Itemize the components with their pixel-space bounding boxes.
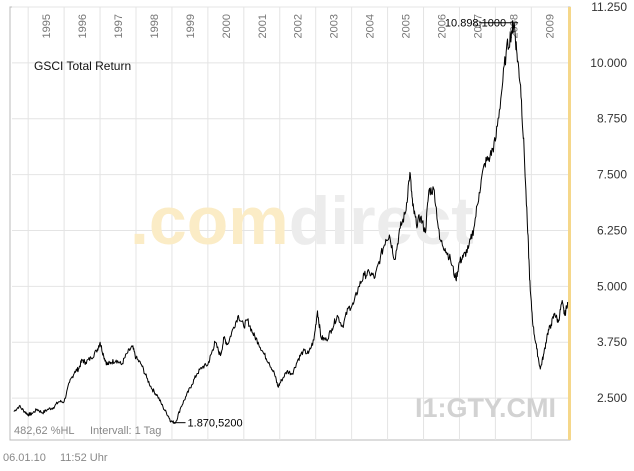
time-label: 11:52 Uhr — [60, 452, 108, 464]
y-tick-label-7: 2.500 — [597, 391, 627, 405]
y-tick-label-3: 7.500 — [597, 168, 627, 182]
y-tick-label-1: 10.000 — [590, 56, 627, 70]
x-tick-label-1998: 1998 — [149, 14, 161, 38]
instrument-symbol: I1:GTY.CMI — [415, 393, 556, 423]
x-tick-label-2005: 2005 — [401, 14, 413, 38]
min-value-label: 1.870,5200 — [188, 418, 243, 430]
price-series-line — [13, 20, 569, 424]
right-axis-bar — [568, 7, 571, 440]
x-tick-label-1996: 1996 — [77, 14, 89, 38]
x-tick-label-2009: 2009 — [544, 14, 556, 38]
x-tick-label-2001: 2001 — [257, 14, 269, 38]
vertical-grid — [27, 7, 532, 440]
horizontal-grid — [12, 6, 568, 399]
x-tick-label-2006: 2006 — [436, 14, 448, 38]
y-tick-label-4: 6.250 — [597, 223, 627, 237]
max-annotation: 10.898,1000 — [445, 18, 519, 30]
performance-label: 482,62 %HL — [14, 425, 75, 437]
y-tick-label-5: 5.000 — [597, 279, 627, 293]
watermark-part-com: .com — [130, 183, 289, 259]
min-annotation: 1.870,5200 — [172, 418, 243, 430]
y-tick-label-2: 8.750 — [597, 112, 627, 126]
chart-title: GSCI Total Return — [34, 59, 131, 73]
watermark-part-direct: direct — [289, 183, 474, 259]
x-tick-label-2000: 2000 — [221, 14, 233, 38]
x-tick-label-1997: 1997 — [113, 14, 125, 38]
date-label: 06.01.10 — [3, 452, 46, 464]
x-tick-label-2002: 2002 — [293, 14, 305, 38]
y-tick-label-6: 3.750 — [597, 335, 627, 349]
max-value-label: 10.898,1000 — [445, 18, 506, 30]
plot-area — [9, 6, 571, 441]
x-tick-label-2003: 2003 — [329, 14, 341, 38]
x-tick-label-1999: 1999 — [185, 14, 197, 38]
x-tick-label-2007: 2007 — [472, 14, 484, 38]
interval-label: Intervall: 1 Tag — [90, 425, 161, 437]
x-tick-label-2004: 2004 — [365, 14, 377, 38]
x-tick-label-1995: 1995 — [41, 14, 53, 38]
y-tick-label-0: 11.250 — [591, 0, 627, 14]
y-axis-labels: 11.250 10.000 8.750 7.500 6.250 5.000 3.750 2.5… — [590, 0, 627, 405]
